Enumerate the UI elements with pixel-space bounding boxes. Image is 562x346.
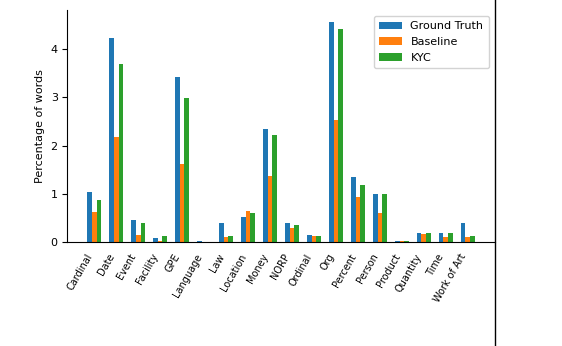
Bar <box>140 223 146 242</box>
Bar <box>395 241 400 242</box>
Bar <box>241 217 246 242</box>
Bar <box>135 235 140 242</box>
Bar <box>439 233 443 242</box>
Bar <box>356 197 360 242</box>
Bar <box>251 213 255 242</box>
Bar <box>162 236 167 242</box>
Bar <box>114 137 119 242</box>
Bar <box>465 237 470 242</box>
Bar <box>461 223 465 242</box>
Bar <box>153 238 158 242</box>
Legend: Ground Truth, Baseline, KYC: Ground Truth, Baseline, KYC <box>374 16 489 68</box>
Bar <box>373 194 378 242</box>
Bar <box>119 64 123 242</box>
Bar <box>400 241 404 242</box>
Bar <box>97 200 101 242</box>
Bar <box>219 223 224 242</box>
Bar <box>273 135 277 242</box>
Bar <box>351 177 356 242</box>
Bar <box>311 236 316 242</box>
Bar <box>416 233 422 242</box>
Bar <box>443 237 448 242</box>
Bar <box>263 129 268 242</box>
Bar <box>224 237 228 242</box>
Bar <box>289 228 294 242</box>
Bar <box>307 235 311 242</box>
Bar <box>422 234 427 242</box>
Bar <box>197 241 202 242</box>
Bar <box>360 185 365 242</box>
Bar <box>246 211 251 242</box>
Bar <box>382 194 387 242</box>
Bar <box>158 241 162 242</box>
Bar <box>404 241 409 242</box>
Bar <box>228 236 233 242</box>
Bar <box>338 29 343 242</box>
Bar <box>268 175 273 242</box>
Bar <box>180 164 184 242</box>
Bar <box>175 77 180 242</box>
Bar <box>329 22 334 242</box>
Bar <box>109 38 114 242</box>
Bar <box>184 98 189 242</box>
Bar <box>294 225 299 242</box>
Bar <box>131 220 135 242</box>
Bar <box>378 213 382 242</box>
Bar <box>87 192 92 242</box>
Y-axis label: Percentage of words: Percentage of words <box>35 69 45 183</box>
Bar <box>470 236 475 242</box>
Bar <box>427 233 431 242</box>
Bar <box>316 236 321 242</box>
Bar <box>92 212 97 242</box>
Bar <box>285 223 289 242</box>
Bar <box>448 233 453 242</box>
Bar <box>334 120 338 242</box>
